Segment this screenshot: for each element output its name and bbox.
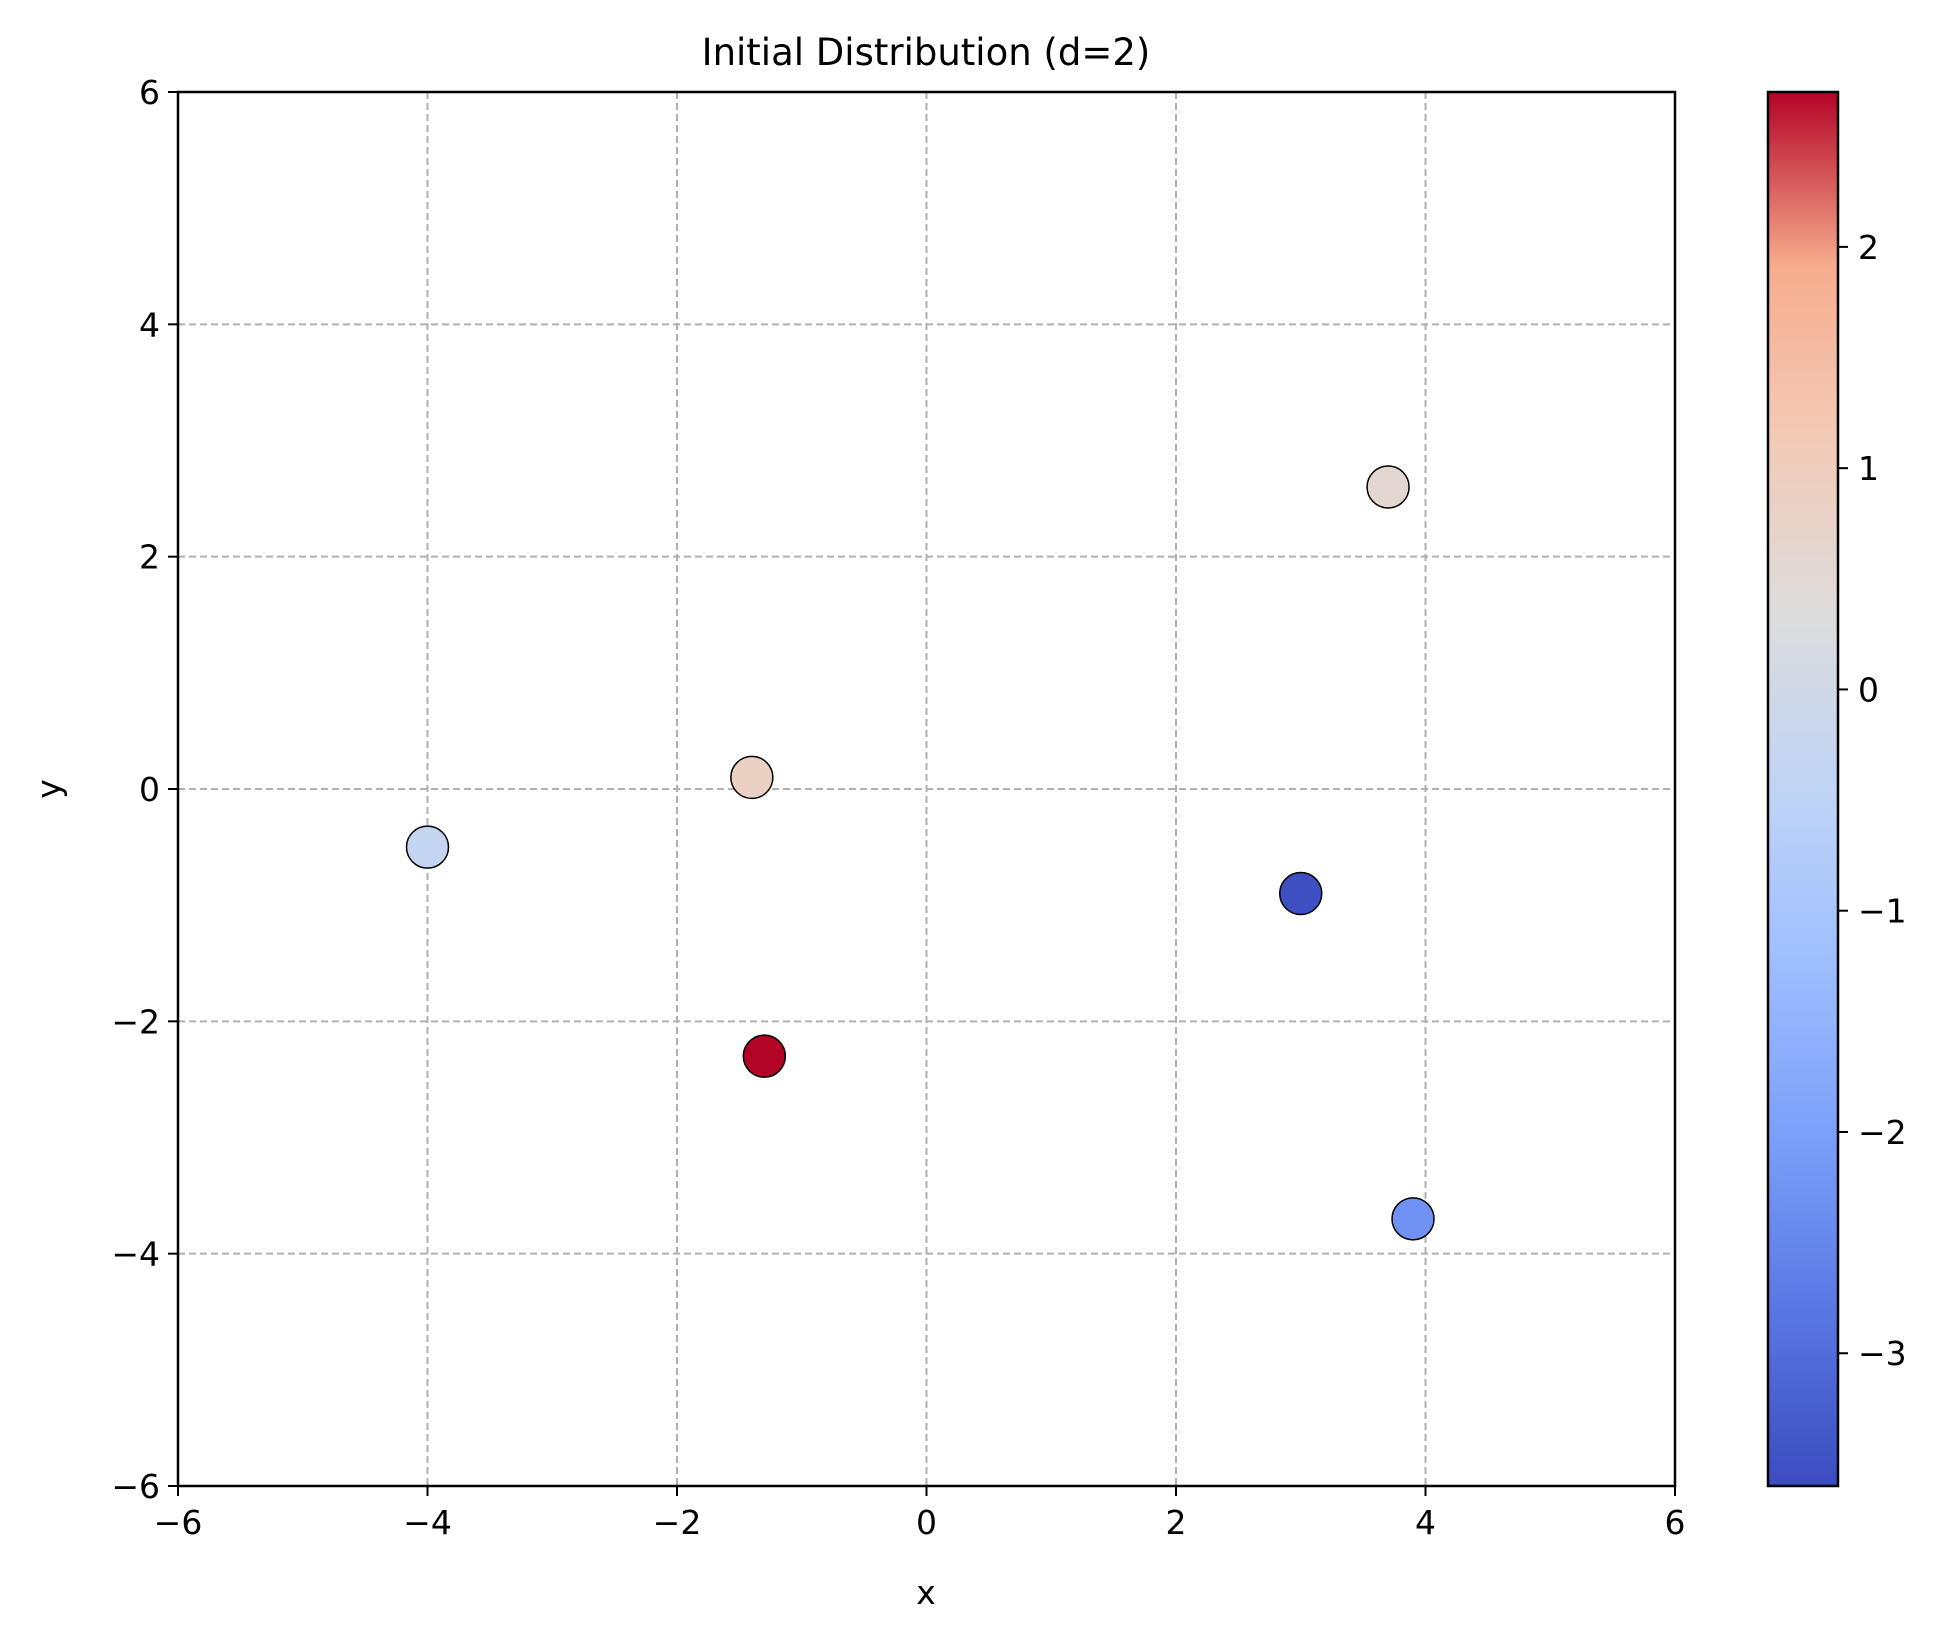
scatter-point (730, 755, 774, 800)
grid-lines (177, 91, 1676, 1487)
y-tick-label: −4 (111, 1235, 160, 1274)
colorbar: −3 −2 −1 0 1 2 (1766, 90, 1907, 1488)
y-tick-label: 4 (139, 305, 160, 344)
colorbar-tick-label: −1 (1858, 892, 1907, 931)
x-tick-label: 4 (1415, 1503, 1436, 1542)
y-tick-label: 0 (139, 770, 160, 809)
x-tick-label: −6 (154, 1503, 203, 1542)
data-points (405, 465, 1435, 1241)
y-tick-label: 6 (139, 73, 160, 112)
plot-area-frame (176, 90, 1677, 1488)
scatter-point (405, 825, 450, 869)
y-tick-label: −6 (111, 1467, 160, 1506)
scatter-point (1391, 1197, 1435, 1241)
scatter-point (1279, 871, 1323, 916)
scatter-point (1366, 465, 1410, 509)
colorbar-gradient (1766, 90, 1840, 1488)
colorbar-tick-label: 0 (1858, 670, 1879, 709)
y-axis-label: y (29, 779, 68, 799)
chart-title: Initial Distribution (d=2) (702, 31, 1151, 74)
colorbar-ticks: −3 −2 −1 0 1 2 (1838, 228, 1907, 1373)
x-tick-label: −4 (403, 1503, 452, 1542)
axis-ticks: −6 −4 −2 0 2 4 6 −6 −4 −2 0 2 4 6 (111, 73, 1685, 1542)
x-tick-label: 0 (916, 1503, 937, 1542)
x-tick-label: 6 (1665, 1503, 1686, 1542)
x-axis-label: x (916, 1573, 936, 1612)
x-tick-label: 2 (1166, 1503, 1187, 1542)
y-tick-label: 2 (139, 538, 160, 577)
colorbar-tick-label: 1 (1858, 449, 1879, 488)
scatter-point (742, 1034, 787, 1078)
y-tick-label: −2 (111, 1002, 160, 1041)
colorbar-tick-label: −3 (1858, 1334, 1907, 1373)
colorbar-tick-label: 2 (1858, 228, 1879, 267)
x-tick-label: −2 (653, 1503, 702, 1542)
colorbar-tick-label: −2 (1858, 1113, 1907, 1152)
